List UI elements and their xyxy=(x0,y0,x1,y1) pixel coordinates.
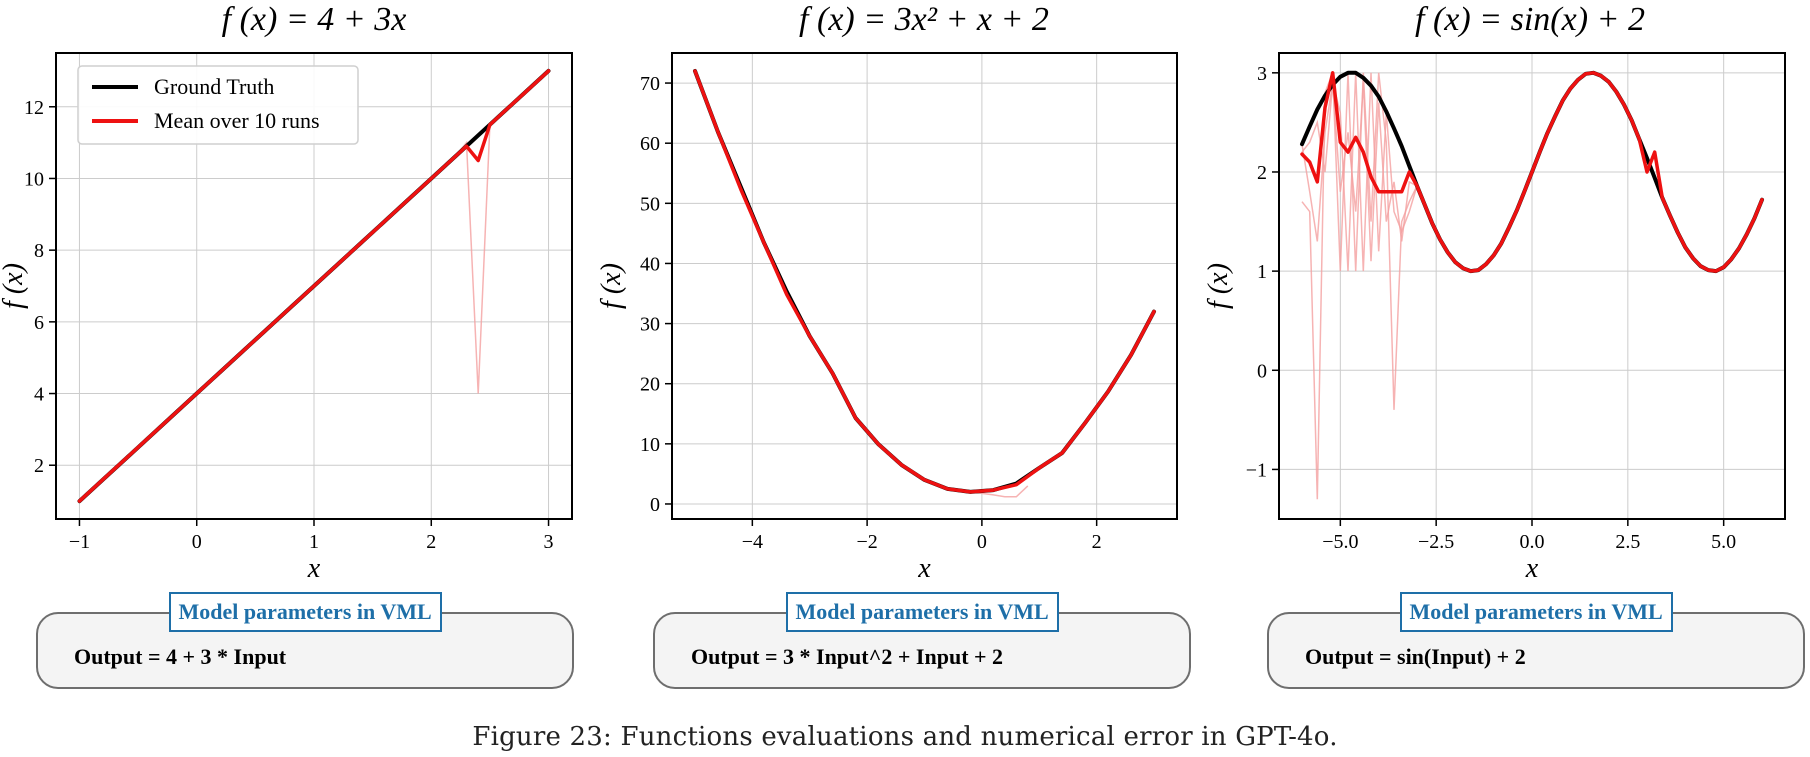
y-tick-label: 0 xyxy=(650,494,660,516)
y-tick-label: 70 xyxy=(640,73,660,95)
parameters-formula: Output = sin(Input) + 2 xyxy=(1305,644,1526,669)
y-tick-label: 6 xyxy=(34,312,44,334)
chart-title-formula: sin(x) + 2 xyxy=(1511,1,1645,38)
chart-title-prefix: f (x) = xyxy=(799,1,895,38)
parameters-formula: Output = 4 + 3 * Input xyxy=(74,644,287,669)
parameters-box: Output = 3 * Input^2 + Input + 2 xyxy=(653,612,1191,689)
y-axis-label: f (x) xyxy=(0,263,29,309)
x-tick-label: 0.0 xyxy=(1520,531,1545,553)
parameters-formula: Output = 3 * Input^2 + Input + 2 xyxy=(691,644,1004,669)
x-tick-label: −5.0 xyxy=(1322,531,1358,553)
x-tick-label: 2 xyxy=(426,531,436,553)
y-axis-label: f (x) xyxy=(596,263,627,309)
y-tick-label: 10 xyxy=(640,434,660,456)
run-line-1 xyxy=(970,485,1029,498)
y-tick-label: 20 xyxy=(640,374,660,396)
y-tick-label: 0 xyxy=(1257,360,1267,382)
y-tick-label: 10 xyxy=(24,168,44,190)
chart-title-prefix: f (x) = xyxy=(222,1,318,38)
x-tick-label: 2 xyxy=(1092,531,1102,553)
y-axis-label: f (x) xyxy=(1203,263,1234,309)
y-tick-label: 40 xyxy=(640,253,660,275)
chart-panel-3: −5.0 −2.5 0.0 2.5 5.0 −1 0 1 2 3 x f (x) f (x) = sin… xyxy=(1203,1,1786,584)
mean-line xyxy=(77,69,551,503)
y-tick-label: 2 xyxy=(34,455,44,477)
parameters-title: Model parameters in VML xyxy=(785,592,1059,632)
x-tick-label: −1 xyxy=(69,531,90,553)
legend-label: Mean over 10 runs xyxy=(154,108,320,133)
x-tick-label: 5.0 xyxy=(1711,531,1736,553)
y-tick-label: 30 xyxy=(640,314,660,336)
y-tick-label: 12 xyxy=(24,97,44,119)
mean-line xyxy=(1300,71,1764,273)
y-tick-label: 3 xyxy=(1257,63,1267,85)
chart-title-formula: 4 + 3x xyxy=(317,1,406,38)
x-tick-label: −2 xyxy=(856,531,877,553)
mean-line xyxy=(693,69,1156,494)
x-axis-label: x xyxy=(307,553,321,584)
parameters-title: Model parameters in VML xyxy=(168,592,442,632)
y-tick-label: 50 xyxy=(640,193,660,215)
y-tick-label: 60 xyxy=(640,133,660,155)
x-tick-label: 3 xyxy=(544,531,554,553)
parameters-title: Model parameters in VML xyxy=(1399,592,1673,632)
chart-title-prefix: f (x) = xyxy=(1415,1,1511,38)
x-tick-label: 0 xyxy=(192,531,202,553)
y-tick-label: −1 xyxy=(1246,459,1267,481)
y-tick-label: 4 xyxy=(34,384,44,406)
x-tick-label: −2.5 xyxy=(1418,531,1454,553)
legend-box xyxy=(77,65,359,145)
x-tick-label: 1 xyxy=(309,531,319,553)
x-tick-label: −4 xyxy=(742,531,763,553)
figure-caption: Figure 23: Functions evaluations and num… xyxy=(472,722,1338,752)
chart-title-formula: 3x² + x + 2 xyxy=(894,1,1049,38)
x-tick-label: 2.5 xyxy=(1615,531,1640,553)
legend-label: Ground Truth xyxy=(154,74,274,99)
chart-title: f (x) = sin(x) + 2 xyxy=(1415,1,1645,38)
x-axis-label: x xyxy=(1525,553,1539,584)
ground-truth-line xyxy=(693,69,1156,494)
y-tick-label: 1 xyxy=(1257,261,1267,283)
plot-frame xyxy=(671,52,1178,520)
x-axis-label: x xyxy=(917,553,931,584)
run-line-2 xyxy=(1301,72,1418,272)
y-tick-label: 2 xyxy=(1257,162,1267,184)
chart-title: f (x) = 3x² + x + 2 xyxy=(799,1,1049,38)
legend: Ground Truth Mean over 10 runs xyxy=(77,65,359,145)
x-tick-label: 0 xyxy=(977,531,987,553)
chart-title: f (x) = 4 + 3x xyxy=(222,1,407,38)
y-tick-label: 8 xyxy=(34,240,44,262)
